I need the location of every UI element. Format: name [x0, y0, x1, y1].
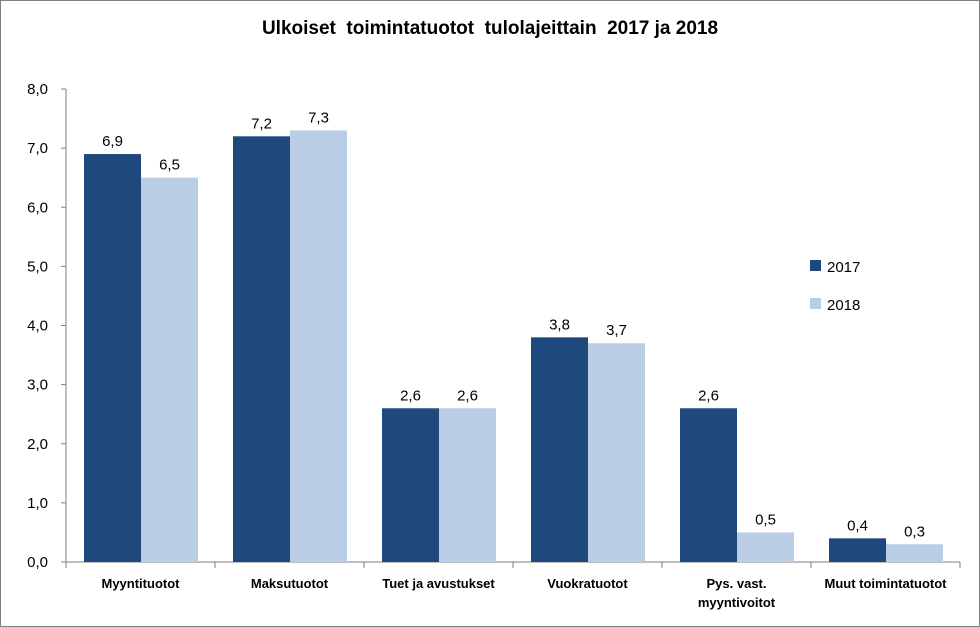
data-label: 0,5: [755, 511, 776, 528]
data-label: 0,3: [904, 523, 925, 540]
bar-2017: [680, 408, 737, 562]
x-category-label: Tuet ja avustukset: [382, 576, 495, 591]
legend-swatch: [810, 298, 821, 309]
y-tick-label: 0,0: [27, 554, 48, 571]
data-label: 2,6: [400, 387, 421, 404]
y-tick-label: 6,0: [27, 199, 48, 216]
legend-swatch: [810, 260, 821, 271]
x-category-label: Myyntituotot: [102, 576, 181, 591]
bar-2018: [737, 532, 794, 562]
data-label: 3,7: [606, 322, 627, 339]
data-label: 6,5: [159, 157, 180, 174]
bar-2018: [886, 544, 943, 562]
bar-2017: [382, 408, 439, 562]
bar-2018: [141, 177, 198, 562]
x-category-label: Vuokratuotot: [547, 576, 628, 591]
y-tick-label: 4,0: [27, 318, 48, 335]
data-label: 0,4: [847, 517, 868, 534]
y-tick-label: 8,0: [27, 81, 48, 98]
data-label: 7,2: [251, 115, 272, 132]
legend-label: 2017: [827, 259, 860, 276]
bar-2017: [829, 538, 886, 562]
x-category-label: myyntivoitot: [698, 595, 776, 610]
bar-2018: [588, 343, 645, 562]
x-category-label: Maksutuotot: [251, 576, 329, 591]
data-label: 2,6: [457, 387, 478, 404]
bar-2018: [290, 130, 347, 562]
chart-title: Ulkoiset toimintatuotot tulolajeittain 2…: [261, 18, 719, 39]
y-tick-label: 7,0: [27, 140, 48, 157]
data-label: 3,8: [549, 316, 570, 333]
x-category-label: Pys. vast.: [707, 576, 767, 591]
data-label: 7,3: [308, 109, 329, 126]
legend-label: 2018: [827, 297, 860, 314]
bar-2017: [233, 136, 290, 563]
y-tick-label: 2,0: [27, 436, 48, 453]
x-category-label: Muut toimintatuotot: [824, 576, 947, 591]
data-label: 6,9: [102, 133, 123, 150]
bar-2018: [439, 408, 496, 562]
data-label: 2,6: [698, 387, 719, 404]
y-tick-label: 1,0: [27, 495, 48, 512]
y-tick-label: 5,0: [27, 258, 48, 275]
y-tick-label: 3,0: [27, 377, 48, 394]
bar-2017: [84, 154, 141, 562]
bar-2017: [531, 337, 588, 562]
